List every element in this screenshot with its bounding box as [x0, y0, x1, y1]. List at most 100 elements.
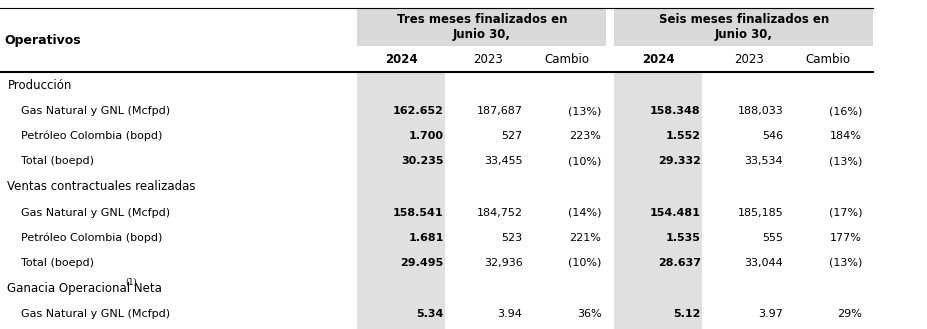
- Bar: [357, 124, 445, 149]
- Bar: [0, 250, 872, 275]
- Text: 527: 527: [501, 131, 522, 141]
- Text: Ventas contractuales realizadas: Ventas contractuales realizadas: [7, 180, 196, 193]
- Text: 177%: 177%: [830, 233, 861, 242]
- Text: Gas Natural y GNL (Mcfpd): Gas Natural y GNL (Mcfpd): [21, 106, 171, 116]
- Text: Operativos: Operativos: [5, 34, 82, 47]
- Text: 187,687: 187,687: [476, 106, 522, 116]
- Bar: [0, 149, 872, 174]
- Text: 2023: 2023: [473, 53, 502, 66]
- Text: (17%): (17%): [828, 208, 861, 217]
- Bar: [614, 200, 702, 225]
- Bar: [0, 72, 872, 99]
- Bar: [614, 72, 702, 99]
- Bar: [0, 301, 872, 326]
- Text: 32,936: 32,936: [483, 258, 522, 267]
- Bar: [0, 200, 872, 225]
- Text: 188,033: 188,033: [737, 106, 782, 116]
- Text: 154.481: 154.481: [649, 208, 700, 217]
- Text: 184,752: 184,752: [476, 208, 522, 217]
- Text: 28.637: 28.637: [657, 258, 700, 267]
- Text: 546: 546: [761, 131, 782, 141]
- Text: 555: 555: [761, 233, 782, 242]
- Text: Ganacia Operacional Neta: Ganacia Operacional Neta: [7, 282, 162, 295]
- Bar: [614, 99, 702, 124]
- Text: 162.652: 162.652: [392, 106, 443, 116]
- Text: Tres meses finalizados en
Junio 30,: Tres meses finalizados en Junio 30,: [397, 13, 566, 41]
- Bar: [614, 225, 702, 250]
- Bar: [357, 225, 445, 250]
- Text: (16%): (16%): [828, 106, 861, 116]
- Text: 33,534: 33,534: [743, 156, 782, 166]
- Text: (10%): (10%): [567, 156, 601, 166]
- Bar: [357, 8, 605, 46]
- Text: 158.541: 158.541: [392, 208, 443, 217]
- Bar: [357, 326, 445, 329]
- Bar: [614, 46, 872, 72]
- Bar: [357, 72, 445, 99]
- Text: Seis meses finalizados en
Junio 30,: Seis meses finalizados en Junio 30,: [658, 13, 828, 41]
- Text: 185,185: 185,185: [737, 208, 782, 217]
- Text: Cambio: Cambio: [544, 53, 589, 66]
- Bar: [357, 174, 445, 200]
- Text: 29.495: 29.495: [400, 258, 443, 267]
- Text: Cambio: Cambio: [805, 53, 849, 66]
- Text: Producción: Producción: [7, 79, 71, 92]
- Bar: [614, 275, 702, 301]
- Bar: [614, 301, 702, 326]
- Text: Total (boepd): Total (boepd): [21, 258, 95, 267]
- Bar: [614, 8, 872, 46]
- Bar: [357, 301, 445, 326]
- Bar: [614, 174, 702, 200]
- Text: 3.94: 3.94: [497, 309, 522, 319]
- Bar: [357, 149, 445, 174]
- Text: 221%: 221%: [569, 233, 601, 242]
- Text: 36%: 36%: [576, 309, 601, 319]
- Text: (13%): (13%): [567, 106, 601, 116]
- Bar: [614, 149, 702, 174]
- Text: (13%): (13%): [828, 258, 861, 267]
- Text: 2024: 2024: [641, 53, 674, 66]
- Text: 33,455: 33,455: [483, 156, 522, 166]
- Text: 1.552: 1.552: [665, 131, 700, 141]
- Bar: [357, 250, 445, 275]
- Text: 29%: 29%: [836, 309, 861, 319]
- Text: 1.700: 1.700: [408, 131, 443, 141]
- Text: Total (boepd): Total (boepd): [21, 156, 95, 166]
- Text: 523: 523: [501, 233, 522, 242]
- Bar: [357, 200, 445, 225]
- Bar: [357, 99, 445, 124]
- Bar: [0, 275, 872, 301]
- Bar: [0, 99, 872, 124]
- Text: 158.348: 158.348: [649, 106, 700, 116]
- Bar: [0, 174, 872, 200]
- Text: (14%): (14%): [567, 208, 601, 217]
- Bar: [357, 46, 605, 72]
- Text: 30.235: 30.235: [400, 156, 443, 166]
- Bar: [0, 46, 357, 72]
- Text: (13%): (13%): [828, 156, 861, 166]
- Bar: [0, 326, 872, 329]
- Bar: [0, 8, 357, 46]
- Text: 3.97: 3.97: [757, 309, 782, 319]
- Text: 5.12: 5.12: [673, 309, 700, 319]
- Bar: [614, 124, 702, 149]
- Text: Gas Natural y GNL (Mcfpd): Gas Natural y GNL (Mcfpd): [21, 309, 171, 319]
- Bar: [0, 225, 872, 250]
- Text: 29.332: 29.332: [657, 156, 700, 166]
- Text: 33,044: 33,044: [743, 258, 782, 267]
- Text: 223%: 223%: [569, 131, 601, 141]
- Text: (1): (1): [125, 278, 137, 287]
- Text: Petróleo Colombia (bopd): Petróleo Colombia (bopd): [21, 131, 162, 141]
- Text: 1.535: 1.535: [665, 233, 700, 242]
- Text: 2024: 2024: [385, 53, 417, 66]
- Text: 2023: 2023: [733, 53, 763, 66]
- Text: 184%: 184%: [830, 131, 861, 141]
- Bar: [614, 250, 702, 275]
- Bar: [614, 326, 702, 329]
- Text: 5.34: 5.34: [416, 309, 443, 319]
- Text: 1.681: 1.681: [408, 233, 443, 242]
- Text: Gas Natural y GNL (Mcfpd): Gas Natural y GNL (Mcfpd): [21, 208, 171, 217]
- Bar: [357, 275, 445, 301]
- Text: Petróleo Colombia (bopd): Petróleo Colombia (bopd): [21, 232, 162, 243]
- Bar: [0, 124, 872, 149]
